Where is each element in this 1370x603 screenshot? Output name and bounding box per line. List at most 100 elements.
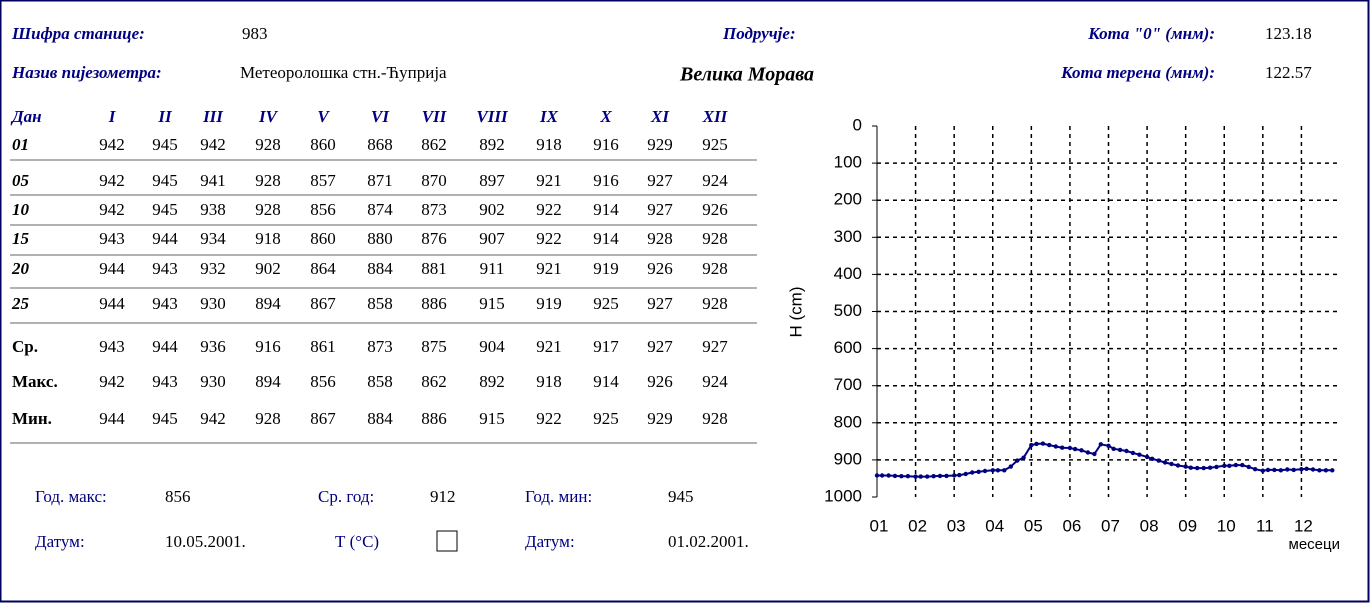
point — [1137, 452, 1142, 457]
point — [1195, 465, 1200, 471]
point — [937, 473, 943, 479]
point — [1144, 454, 1150, 460]
point — [874, 473, 880, 478]
day-label: 01 — [12, 135, 29, 154]
cell: 929 — [647, 135, 673, 154]
cell: 880 — [367, 229, 393, 248]
cell: 945 — [152, 200, 178, 219]
point — [1330, 468, 1335, 473]
cell: 894 — [255, 372, 281, 391]
value: 123.18 — [1265, 24, 1312, 43]
point — [1072, 446, 1078, 452]
x-tick-label: 06 — [1062, 516, 1081, 535]
cell: 886 — [421, 409, 447, 428]
cell: 902 — [255, 259, 281, 278]
cell: 928 — [255, 135, 281, 154]
cell: 926 — [702, 200, 728, 219]
point — [1207, 465, 1213, 470]
point — [1260, 468, 1266, 473]
cell: 862 — [421, 372, 447, 391]
cell: 858 — [367, 294, 393, 313]
month-header: XI — [650, 107, 670, 126]
y-tick-label: 100 — [834, 153, 862, 172]
cell: 927 — [702, 337, 728, 356]
x-tick-label: 09 — [1178, 516, 1197, 535]
cell: 921 — [536, 259, 562, 278]
y-tick-label: 200 — [834, 190, 862, 209]
y-tick-label: 600 — [834, 338, 862, 357]
cell: 884 — [367, 259, 393, 278]
point — [1291, 467, 1296, 473]
checkbox[interactable] — [436, 530, 458, 552]
cell: 856 — [310, 372, 336, 391]
x-tick-label: 11 — [1256, 516, 1274, 535]
cell: 944 — [99, 409, 125, 428]
cell: 875 — [421, 337, 447, 356]
cell: 922 — [536, 229, 562, 248]
cell: 928 — [702, 259, 728, 278]
point — [1240, 462, 1245, 468]
cell: 861 — [310, 337, 336, 356]
month-header: VII — [422, 107, 448, 126]
point — [1156, 458, 1161, 463]
month-header: V — [317, 107, 330, 126]
value: 856 — [165, 487, 191, 506]
cell: 916 — [255, 337, 281, 356]
x-tick-label: 01 — [870, 516, 889, 535]
cell: 928 — [647, 229, 673, 248]
cell: 916 — [593, 135, 619, 154]
cell: 924 — [702, 372, 728, 391]
x-tick-label: 05 — [1024, 516, 1043, 535]
cell: 943 — [152, 259, 178, 278]
point — [1106, 443, 1111, 448]
label: Год. макс: — [35, 487, 107, 506]
cell: 918 — [255, 229, 281, 248]
month-header: IV — [258, 107, 279, 126]
point — [1150, 456, 1155, 461]
cell: 928 — [702, 294, 728, 313]
point — [1285, 467, 1290, 472]
point — [1214, 464, 1219, 470]
point — [1117, 447, 1123, 453]
point — [913, 474, 918, 479]
cell: 921 — [536, 337, 562, 356]
cell: 942 — [200, 409, 226, 428]
cell: 881 — [421, 259, 447, 278]
cell: 918 — [536, 372, 562, 391]
point — [952, 473, 957, 478]
label: Подручје: — [722, 24, 796, 43]
value: Велика Морава — [679, 64, 814, 86]
point — [1029, 442, 1034, 448]
point — [1201, 465, 1206, 471]
x-tick-label: 10 — [1217, 516, 1236, 535]
label: Кота терена (мнм): — [1060, 63, 1215, 82]
cell: 919 — [593, 259, 619, 278]
cell: 916 — [593, 171, 619, 190]
cell: 922 — [536, 409, 562, 428]
cell: 944 — [152, 337, 178, 356]
cell: 897 — [479, 171, 505, 190]
cell: 942 — [99, 135, 125, 154]
x-tick-label: 02 — [908, 516, 927, 535]
cell: 934 — [200, 229, 226, 248]
point — [1169, 461, 1174, 467]
cell: 870 — [421, 171, 447, 190]
point — [918, 474, 923, 479]
cell: 942 — [200, 135, 226, 154]
point — [1175, 463, 1181, 468]
cell: 914 — [593, 200, 619, 219]
cell: 928 — [255, 200, 281, 219]
cell: 902 — [479, 200, 505, 219]
label: Датум: — [35, 532, 85, 551]
value: 01.02.2001. — [668, 532, 749, 551]
y-tick-label: 400 — [834, 264, 862, 283]
point — [1183, 464, 1188, 469]
point — [1067, 445, 1073, 451]
cell: 914 — [593, 229, 619, 248]
cell: 892 — [479, 135, 505, 154]
stat-label: Макс. — [12, 372, 58, 391]
cell: 907 — [479, 229, 505, 248]
cell: 926 — [647, 372, 673, 391]
cell: 876 — [421, 229, 447, 248]
cell: 858 — [367, 372, 393, 391]
